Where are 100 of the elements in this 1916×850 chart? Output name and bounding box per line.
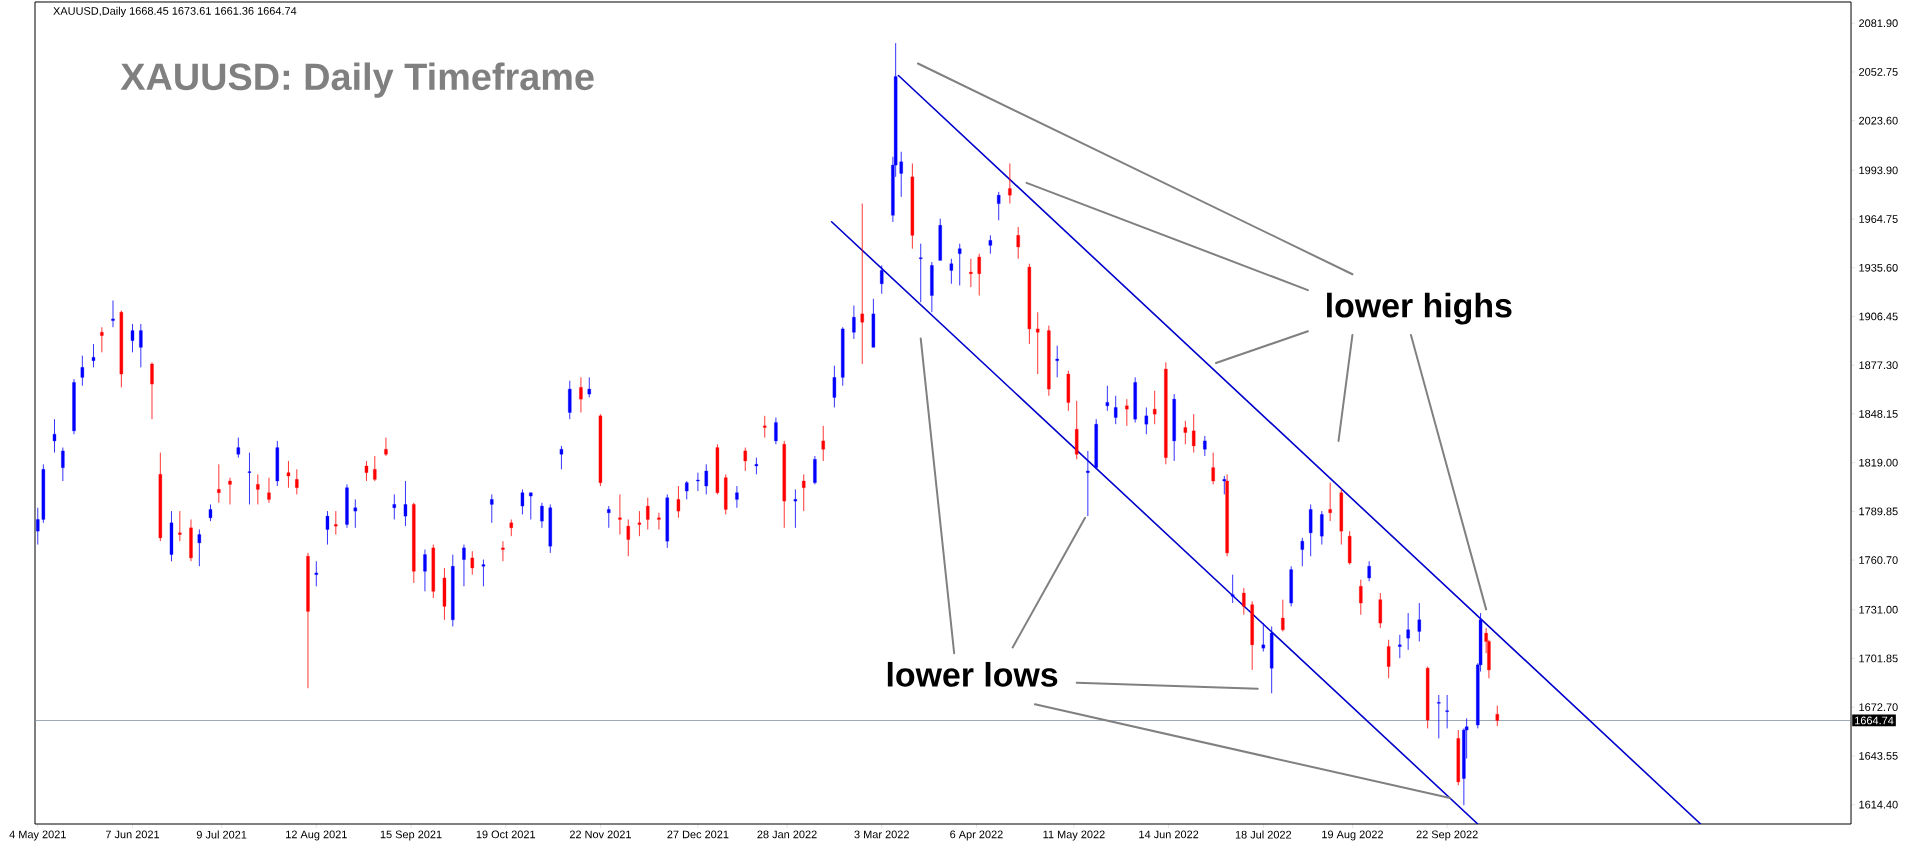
candlestick: [774, 417, 778, 445]
candlestick: [1367, 560, 1371, 582]
candlestick: [958, 243, 962, 286]
candlestick: [949, 258, 954, 285]
candlestick: [1242, 587, 1246, 616]
candlestick: [247, 452, 252, 505]
candlestick: [646, 497, 650, 530]
candlestick: [1437, 694, 1441, 739]
candlestick: [1308, 504, 1313, 557]
candlestick: [1495, 705, 1499, 727]
candlestick: [618, 493, 622, 535]
candlestick: [1144, 407, 1149, 435]
x-tick-label: 22 Nov 2021: [569, 830, 631, 839]
y-tick-label: 1935.60: [1859, 263, 1898, 272]
candlestick: [704, 463, 708, 495]
candlestick: [373, 455, 377, 482]
candlestick: [1008, 163, 1012, 204]
candlestick: [403, 480, 408, 527]
y-tick-label: 1789.85: [1859, 507, 1898, 516]
x-tick-label: 12 Aug 2021: [286, 830, 347, 841]
candlestick: [1261, 622, 1265, 652]
candlestick: [1320, 510, 1324, 545]
candlestick: [579, 376, 583, 413]
candlestick: [821, 425, 825, 462]
candlestick: [969, 258, 973, 288]
annotation: lower highs: [1327, 292, 1512, 325]
candlestick: [988, 234, 993, 255]
candlestick: [685, 480, 689, 500]
y-tick-label: 1643.55: [1859, 752, 1898, 760]
candlestick: [607, 505, 611, 529]
candlestick: [529, 492, 533, 520]
y-tick-label: 2023.60: [1859, 116, 1898, 125]
candlestick: [852, 305, 856, 340]
candlestick: [61, 447, 65, 482]
candlestick: [100, 326, 104, 353]
candlestick: [1386, 639, 1391, 679]
x-tick-label: 15 Sep 2021: [380, 830, 442, 841]
y-tick-label: 1906.45: [1859, 312, 1898, 321]
candlestick: [1406, 612, 1410, 651]
x-tick-label: 14 Jun 2022: [1139, 830, 1199, 839]
candlestick: [295, 468, 299, 495]
y-tick-label: 1731.00: [1859, 605, 1898, 614]
x-tick-label: 19 Oct 2021: [476, 830, 536, 839]
y-tick-label: 2052.75: [1859, 68, 1898, 76]
candlestick: [754, 457, 759, 475]
candlestick: [1445, 694, 1449, 729]
y-tick-label: 1848.15: [1859, 410, 1898, 418]
candlestick: [197, 529, 202, 567]
x-tick-label: 7 Jun 2021: [105, 830, 160, 839]
candlestick: [481, 559, 486, 587]
candlestick: [267, 477, 271, 504]
candlestick: [314, 560, 318, 587]
candlestick: [1359, 579, 1363, 616]
y-tick-label: 1760.70: [1859, 556, 1898, 564]
y-tick-label: 1993.90: [1859, 166, 1898, 175]
candlestick: [1378, 592, 1382, 629]
candlestick: [353, 499, 357, 529]
candlestick: [334, 510, 338, 535]
candlestick: [364, 460, 369, 482]
candlestick: [1125, 398, 1129, 427]
candlestick: [626, 519, 630, 557]
candlestick: [977, 253, 981, 296]
x-tick-label: 28 Jan 2022: [757, 830, 817, 839]
y-tick-label: 2081.90: [1859, 19, 1898, 28]
candlestick: [139, 323, 143, 368]
candlestick: [1153, 390, 1157, 425]
candlestick: [793, 488, 798, 529]
candlestick: [256, 473, 260, 505]
candlestick: [813, 455, 817, 485]
candlestick: [637, 510, 642, 537]
candlestick: [52, 418, 57, 454]
candlestick: [91, 343, 96, 368]
candlestick: [559, 445, 564, 470]
annotation: lower lows: [887, 661, 1058, 687]
candlestick: [392, 493, 396, 520]
candlestick: [520, 488, 525, 515]
candlestick: [217, 463, 221, 504]
y-tick-label: 1964.75: [1859, 215, 1898, 223]
y-tick-label: 1877.30: [1859, 361, 1898, 370]
y-tick-label: 1701.85: [1859, 654, 1898, 663]
candlestick: [1183, 420, 1188, 445]
candlestick: [80, 355, 85, 387]
ref-line-label: 1664.74: [1855, 716, 1894, 725]
candlestick: [540, 502, 544, 529]
candlestick: [1231, 574, 1235, 604]
candlestick: [860, 203, 864, 365]
candlestick: [150, 361, 154, 420]
candlestick: [384, 437, 388, 457]
candlestick: [880, 265, 884, 295]
y-tick-label: 1672.70: [1859, 703, 1898, 712]
y-tick-label: 1819.00: [1859, 458, 1898, 467]
candlestick: [1398, 634, 1402, 659]
x-tick-label: 27 Dec 2021: [667, 830, 729, 839]
candlestick: [325, 510, 330, 545]
candlestick: [228, 477, 232, 505]
x-tick-label: 11 May 2022: [1043, 830, 1105, 841]
candlestick: [568, 380, 572, 420]
candlestick: [657, 512, 661, 530]
x-tick-label: 22 Sep 2022: [1416, 830, 1478, 841]
candlestick: [587, 376, 591, 398]
